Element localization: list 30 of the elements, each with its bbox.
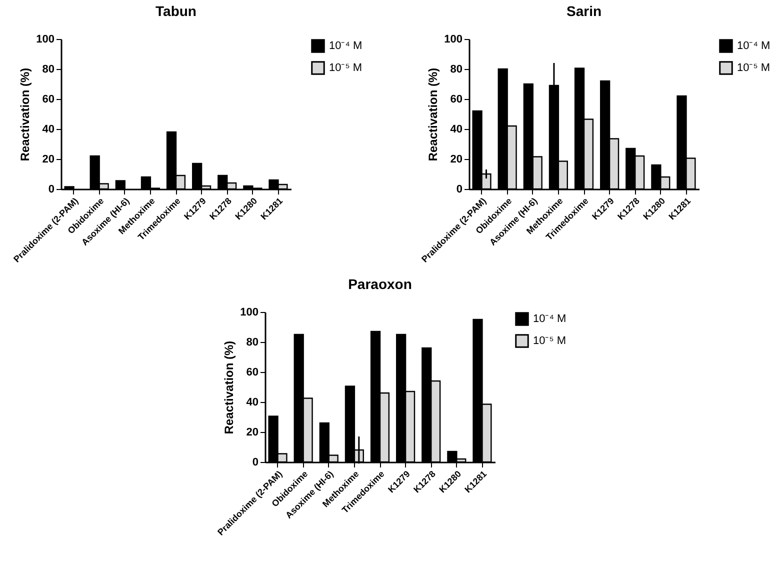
y-tick-label: 80 xyxy=(42,64,54,76)
y-tick-label: 100 xyxy=(240,306,258,318)
y-tick-label: 20 xyxy=(450,154,462,166)
chart-title: Paraoxon xyxy=(348,276,412,292)
y-tick-label: 20 xyxy=(42,154,54,166)
chart-title: Tabun xyxy=(156,3,196,19)
y-axis-title: Reactivation (%) xyxy=(18,68,32,162)
y-tick-label: 40 xyxy=(42,124,54,136)
y-tick-label: 60 xyxy=(246,366,258,378)
legend-label: 10⁻⁴ M xyxy=(329,40,362,52)
y-tick-label: 80 xyxy=(450,64,462,76)
y-axis-title: Reactivation (%) xyxy=(222,340,236,434)
y-tick-label: 0 xyxy=(48,184,54,196)
legend-label: 10⁻⁵ M xyxy=(533,335,566,347)
y-tick-label: 40 xyxy=(450,124,462,136)
y-tick-label: 100 xyxy=(444,34,462,46)
legend-label: 10⁻⁵ M xyxy=(737,62,770,74)
legend-label: 10⁻⁴ M xyxy=(737,40,770,52)
y-tick-label: 100 xyxy=(36,34,54,46)
y-tick-label: 0 xyxy=(456,184,462,196)
y-tick-label: 40 xyxy=(246,396,258,408)
y-tick-label: 60 xyxy=(42,94,54,106)
y-axis-title: Reactivation (%) xyxy=(426,68,440,162)
y-tick-label: 60 xyxy=(450,94,462,106)
y-tick-label: 0 xyxy=(252,456,258,468)
y-tick-label: 20 xyxy=(246,426,258,438)
legend-label: 10⁻⁴ M xyxy=(533,313,566,325)
chart-title: Sarin xyxy=(566,3,602,19)
legend-label: 10⁻⁵ M xyxy=(329,62,362,74)
y-tick-label: 80 xyxy=(246,336,258,348)
